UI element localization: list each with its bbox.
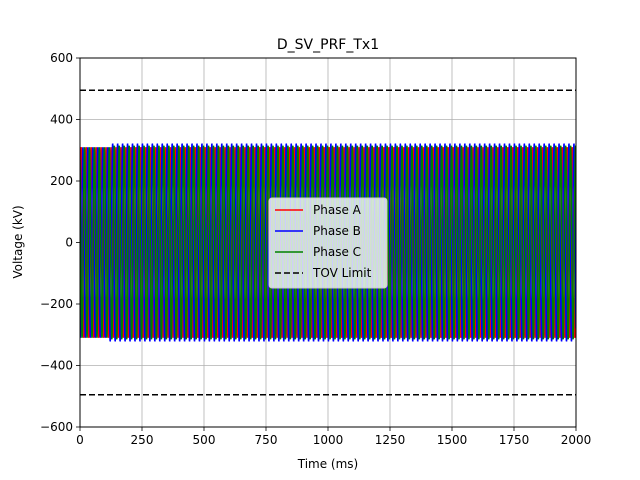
y-tick-label: 400 (50, 113, 73, 127)
legend-box (268, 197, 388, 289)
x-tick-label: 750 (255, 433, 278, 447)
series-line-phase-c (80, 145, 576, 340)
legend-label: Phase B (313, 224, 361, 238)
legend-label: Phase C (313, 245, 361, 259)
x-axis-ticks: 0 250 500 750 1000 1250 1500 1750 2000 (76, 427, 591, 447)
reference-lines (80, 89, 576, 396)
x-tick-label: 1750 (499, 433, 530, 447)
legend-label: Phase A (313, 203, 362, 217)
chart-title: D_SV_PRF_Tx1 (277, 37, 379, 53)
x-tick-label: 1000 (313, 433, 344, 447)
legend-label: TOV Limit (312, 266, 372, 280)
series-line-phase-b (80, 143, 576, 342)
y-tick-label: 600 (50, 51, 73, 65)
x-tick-label: 1500 (437, 433, 468, 447)
y-axis-ticks: −600 −400 −200 0 200 400 600 (40, 51, 80, 434)
x-tick-label: 0 (76, 433, 84, 447)
y-tick-label: 0 (65, 236, 73, 250)
legend: Phase A Phase B Phase C TOV Limit (268, 197, 388, 289)
x-axis-label: Time (ms) (297, 457, 359, 471)
x-tick-label: 1250 (375, 433, 406, 447)
y-tick-label: −600 (40, 420, 73, 434)
y-tick-label: −400 (40, 359, 73, 373)
y-tick-label: −200 (40, 297, 73, 311)
y-tick-label: 200 (50, 174, 73, 188)
x-tick-label: 500 (193, 433, 216, 447)
x-tick-label: 250 (131, 433, 154, 447)
y-axis-label: Voltage (kV) (11, 205, 25, 278)
x-tick-label: 2000 (561, 433, 592, 447)
